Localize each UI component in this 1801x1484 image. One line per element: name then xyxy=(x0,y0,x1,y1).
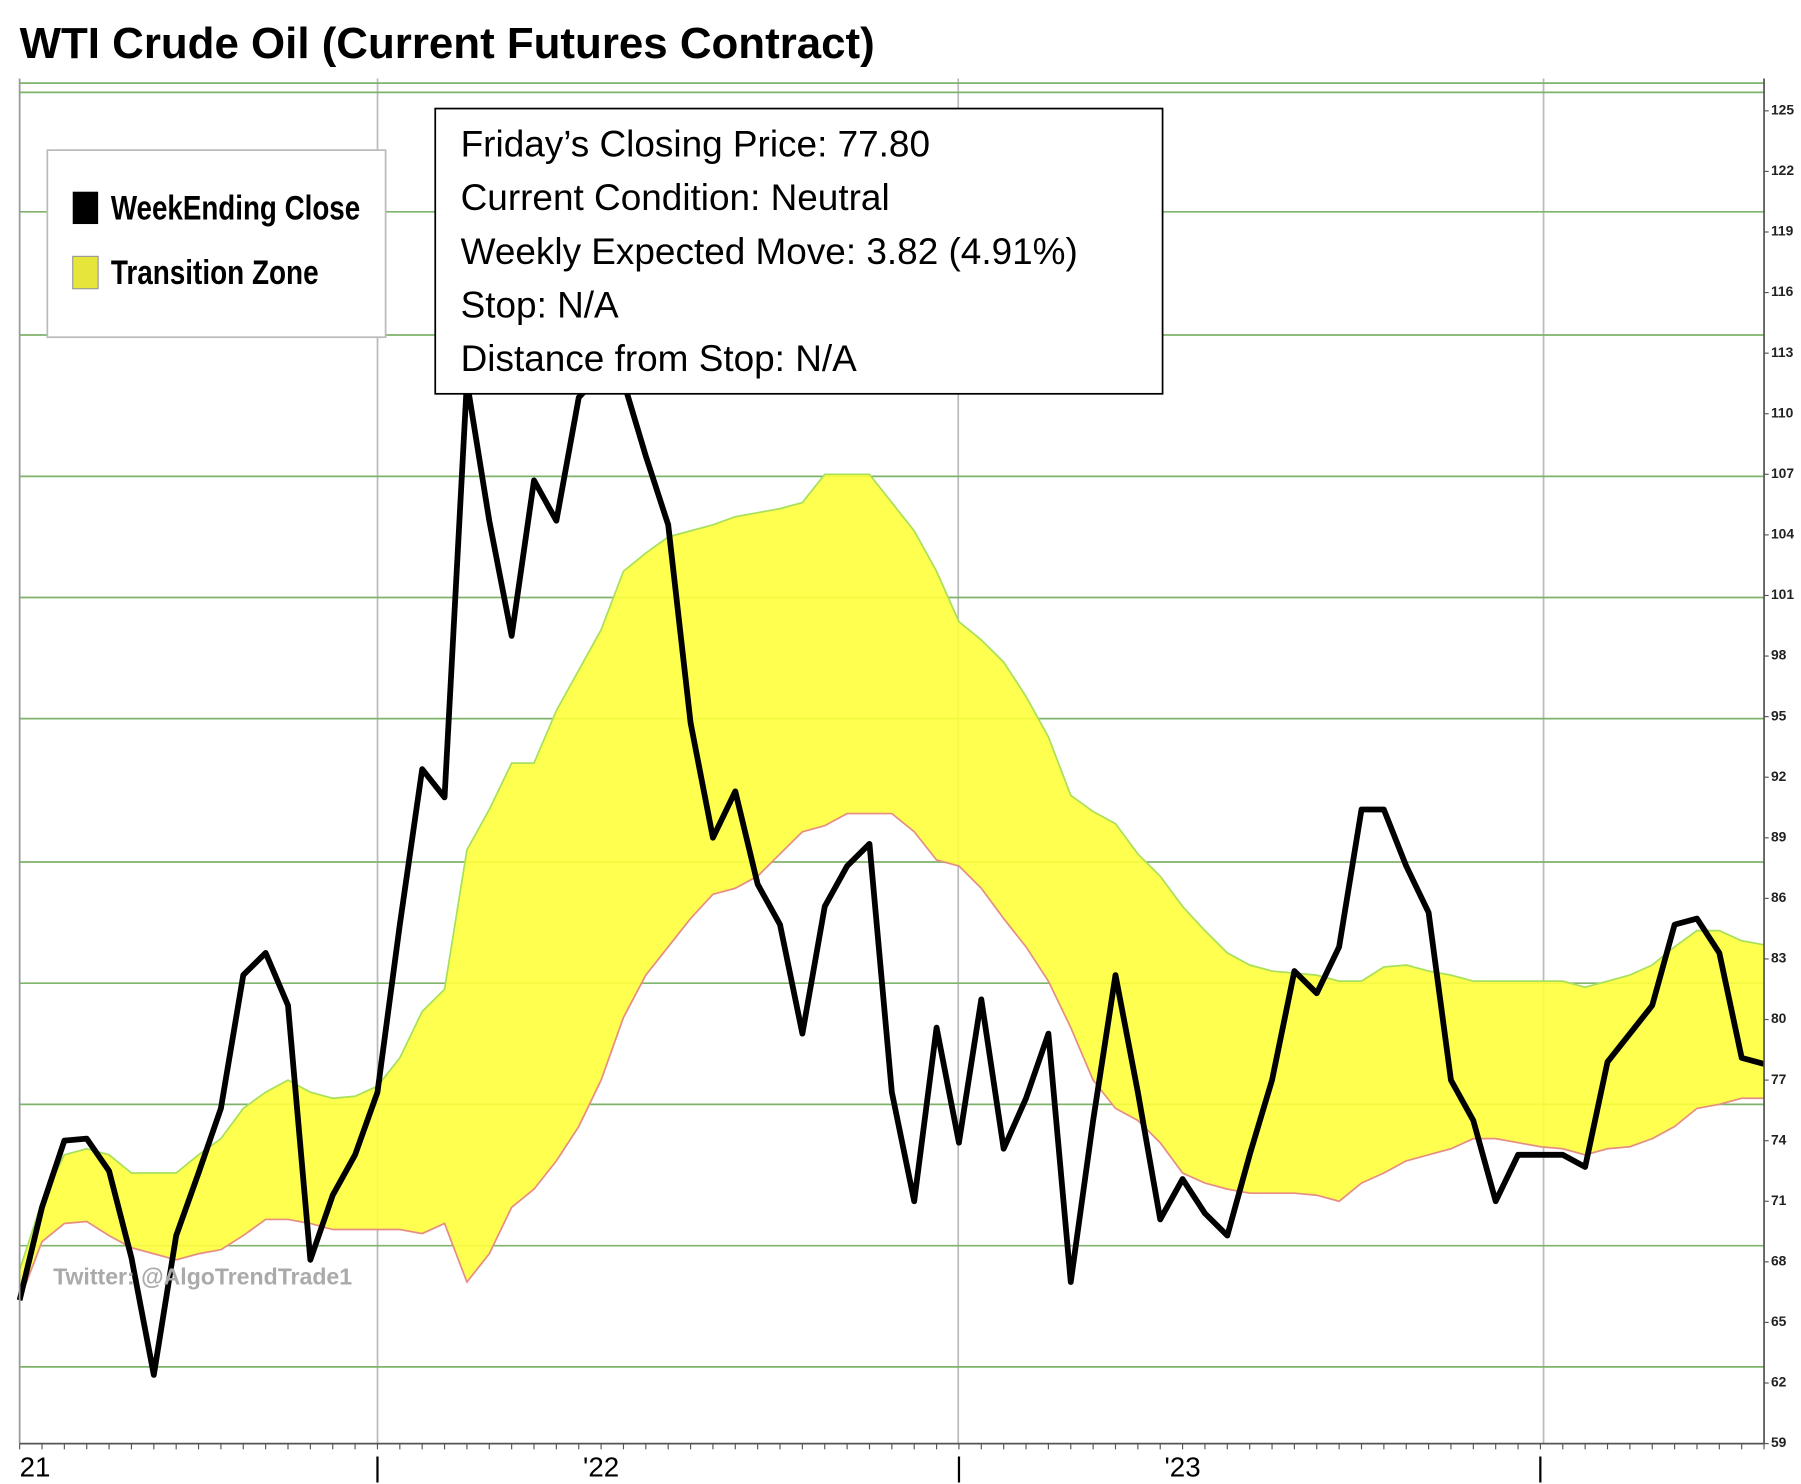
y-tick-label: 119 xyxy=(1771,223,1794,239)
info-line: Friday’s Closing Price: 77.80 xyxy=(461,123,930,164)
y-tick-label: 125 xyxy=(1771,101,1794,117)
y-tick-label: 101 xyxy=(1771,586,1794,602)
y-tick-label: 65 xyxy=(1771,1313,1787,1329)
y-tick-label: 116 xyxy=(1771,283,1794,299)
info-line: Weekly Expected Move: 3.82 (4.91%) xyxy=(461,231,1078,272)
y-tick-label: 68 xyxy=(1771,1252,1787,1268)
watermark: Twitter: @AlgoTrendTrade1 xyxy=(53,1264,352,1290)
y-tick-label: 71 xyxy=(1771,1192,1787,1208)
plot-area: 125 122 119 116 113 110 107 104 101 98 95 92 89 86 83 8… xyxy=(16,78,1794,1482)
y-tick-label: 86 xyxy=(1771,889,1787,905)
close-line xyxy=(16,370,1765,1378)
legend-label: Transition Zone xyxy=(111,254,319,292)
chart-title: WTI Crude Oil (Current Futures Contract) xyxy=(20,19,875,68)
info-line: Distance from Stop: N/A xyxy=(461,338,857,379)
zone-lower-edge xyxy=(18,812,1765,1301)
info-line: Current Condition: Neutral xyxy=(461,177,890,218)
y-tick-label: 95 xyxy=(1771,707,1787,723)
y-tick-label: 74 xyxy=(1771,1131,1787,1147)
y-tick-label: 113 xyxy=(1771,344,1794,360)
x-tick-label: | xyxy=(955,1451,962,1482)
y-tick-label: 110 xyxy=(1771,404,1794,420)
info-line: Stop: N/A xyxy=(461,285,619,326)
info-box xyxy=(434,107,1164,395)
overlay: WeekEnding Close Transition Zone Twitter… xyxy=(46,107,1164,1290)
x-tick-label: '22 xyxy=(583,1451,619,1482)
y-tick-label: 89 xyxy=(1771,828,1787,844)
x-tick-label: | xyxy=(1537,1451,1544,1482)
y-tick-label: 77 xyxy=(1771,1071,1787,1087)
y-tick-label: 104 xyxy=(1771,526,1794,542)
y-tick-label: 98 xyxy=(1771,647,1787,663)
transition-zone xyxy=(19,474,1765,1301)
x-tick-label: '23 xyxy=(1165,1451,1201,1482)
y-tick-label: 92 xyxy=(1771,768,1787,784)
y-tick-label: 107 xyxy=(1771,465,1794,481)
x-tick-label: | xyxy=(374,1451,381,1482)
zone-upper-edge xyxy=(18,473,1765,1271)
legend-swatch xyxy=(72,255,99,290)
y-tick-label: 83 xyxy=(1771,950,1787,966)
legend-label: WeekEnding Close xyxy=(111,189,360,227)
legend-swatch xyxy=(72,191,99,225)
x-tick-label: 21 xyxy=(20,1451,51,1482)
y-tick-label: 59 xyxy=(1771,1434,1787,1450)
y-tick-label: 122 xyxy=(1771,162,1794,178)
y-tick-label: 80 xyxy=(1771,1010,1787,1026)
y-tick-label: 62 xyxy=(1771,1374,1787,1390)
legend-box xyxy=(46,149,387,339)
